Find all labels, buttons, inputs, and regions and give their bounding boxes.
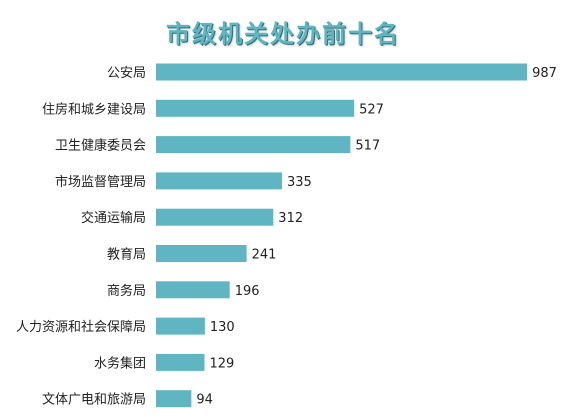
category-label: 人力资源和社会保障局 [16, 319, 146, 335]
bar [156, 317, 205, 335]
data-label: 527 [359, 102, 384, 117]
data-label: 130 [210, 320, 235, 335]
bar [156, 390, 192, 408]
data-label: 196 [235, 284, 260, 299]
category-label: 市场监督管理局 [55, 174, 146, 190]
category-label: 文体广电和旅游局 [42, 393, 146, 408]
bar [156, 172, 282, 190]
category-label: 水务集团 [94, 355, 146, 371]
bar [156, 281, 230, 299]
data-label: 241 [252, 248, 277, 263]
data-label: 94 [196, 393, 213, 408]
bar [156, 63, 528, 81]
data-label: 987 [532, 66, 557, 81]
bar [156, 245, 247, 262]
data-label: 312 [278, 211, 303, 226]
category-label: 公安局 [107, 66, 146, 81]
category-label: 商务局 [107, 283, 146, 299]
category-label: 交通运输局 [81, 210, 146, 226]
data-label: 335 [287, 175, 312, 190]
data-label: 517 [355, 139, 380, 154]
category-label: 教育局 [107, 247, 146, 263]
bar [156, 99, 355, 117]
bar [156, 353, 205, 371]
chart-title: 市级机关处办前十名 [166, 20, 400, 48]
bar [156, 208, 274, 226]
category-label: 住房和城乡建设局 [42, 101, 146, 117]
category-label: 卫生健康委员会 [55, 138, 146, 154]
data-label: 129 [210, 356, 235, 371]
bar [156, 136, 351, 154]
